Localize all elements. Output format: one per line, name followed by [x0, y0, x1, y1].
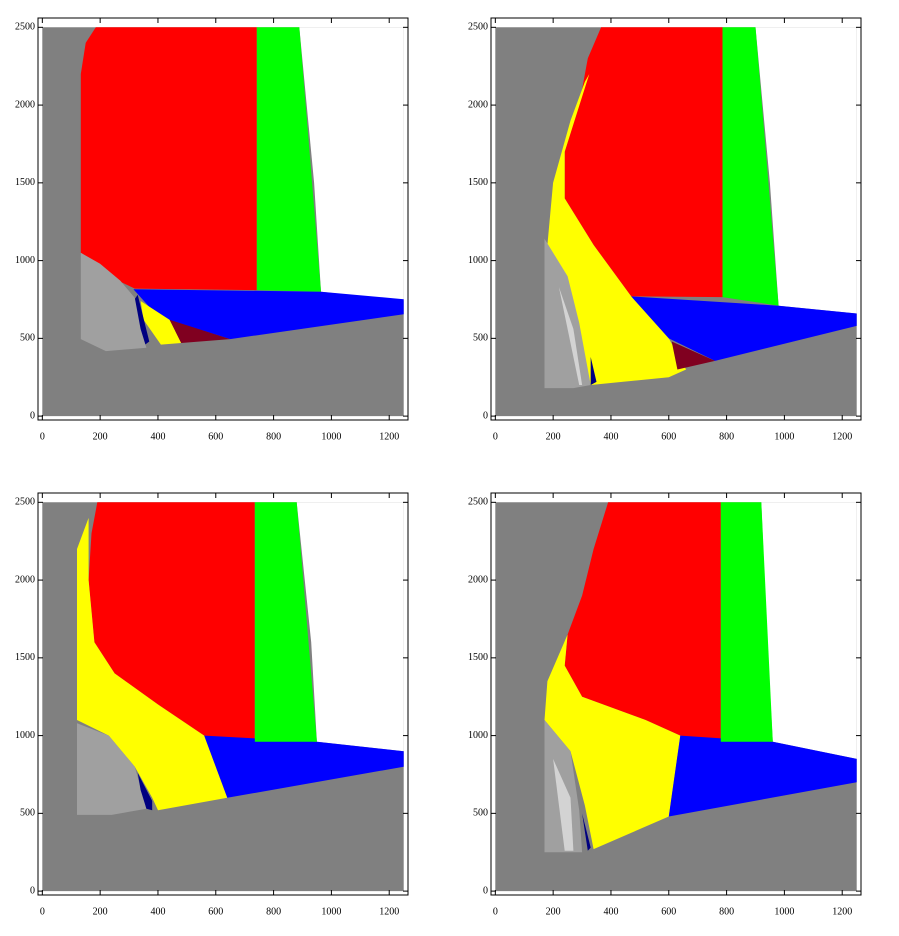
y-tick-label: 2500: [15, 497, 35, 508]
x-tick-label: 1000: [774, 431, 794, 442]
y-tick-label: 0: [483, 885, 488, 896]
y-tick-label: 2000: [15, 99, 35, 110]
x-tick-label: 1200: [832, 431, 852, 442]
region: [755, 27, 857, 314]
x-tick-label: 1000: [774, 906, 794, 917]
y-tick-label: 500: [473, 333, 488, 344]
y-tick-label: 1000: [15, 730, 35, 741]
region: [256, 27, 321, 292]
y-tick-label: 1000: [468, 255, 488, 266]
x-tick-label: 1200: [379, 431, 399, 442]
region: [761, 502, 857, 759]
region: [720, 502, 773, 742]
region: [558, 287, 583, 385]
y-tick-label: 1000: [15, 255, 35, 266]
y-tick-label: 500: [20, 333, 35, 344]
x-tick-label: 0: [40, 906, 45, 917]
y-tick-label: 2500: [468, 497, 488, 508]
x-tick-label: 1000: [321, 906, 341, 917]
region: [299, 27, 404, 302]
y-tick-label: 1500: [468, 652, 488, 663]
region: [254, 502, 317, 742]
x-tick-label: 1200: [832, 906, 852, 917]
region: [553, 758, 574, 851]
region: [668, 735, 857, 817]
region: [544, 634, 681, 850]
region: [631, 296, 857, 361]
x-tick-label: 600: [208, 906, 223, 917]
x-tick-label: 800: [719, 906, 734, 917]
region: [77, 723, 147, 815]
y-tick-label: 1500: [468, 177, 488, 188]
region: [137, 772, 153, 811]
x-tick-label: 400: [150, 431, 165, 442]
plot-frame: [490, 492, 862, 896]
y-tick-label: 2500: [468, 22, 488, 33]
region: [582, 813, 591, 851]
x-tick-label: 400: [150, 906, 165, 917]
plot-frame: [490, 17, 862, 421]
x-tick-label: 800: [266, 906, 281, 917]
x-tick-label: 0: [40, 431, 45, 442]
x-tick-label: 600: [661, 431, 676, 442]
x-tick-label: 200: [546, 906, 561, 917]
y-tick-label: 2000: [15, 574, 35, 585]
y-tick-label: 0: [30, 885, 35, 896]
plot-frame: [37, 492, 409, 896]
x-tick-label: 800: [266, 431, 281, 442]
x-tick-label: 200: [93, 906, 108, 917]
region: [590, 357, 597, 385]
y-tick-label: 2500: [15, 22, 35, 33]
x-tick-label: 800: [719, 431, 734, 442]
x-tick-label: 200: [546, 431, 561, 442]
region: [671, 341, 715, 370]
y-tick-label: 2000: [468, 574, 488, 585]
y-tick-label: 0: [483, 410, 488, 421]
x-tick-label: 600: [661, 906, 676, 917]
y-tick-label: 500: [20, 808, 35, 819]
y-tick-label: 0: [30, 410, 35, 421]
region: [722, 27, 779, 306]
region: [77, 517, 228, 811]
region: [204, 735, 404, 798]
x-tick-label: 400: [603, 906, 618, 917]
region: [296, 502, 404, 752]
x-tick-label: 200: [93, 431, 108, 442]
region: [80, 252, 147, 352]
x-tick-label: 0: [493, 906, 498, 917]
x-tick-label: 1200: [379, 906, 399, 917]
y-tick-label: 1500: [15, 652, 35, 663]
x-tick-label: 400: [603, 431, 618, 442]
y-tick-label: 500: [473, 808, 488, 819]
region: [140, 301, 182, 345]
region: [547, 74, 687, 385]
region: [80, 27, 257, 291]
region: [564, 27, 723, 298]
y-tick-label: 1500: [15, 177, 35, 188]
y-tick-label: 1000: [468, 730, 488, 741]
plot-frame: [37, 17, 409, 421]
x-tick-label: 0: [493, 431, 498, 442]
region: [88, 502, 255, 742]
x-tick-label: 1000: [321, 431, 341, 442]
region: [564, 502, 721, 742]
region: [169, 319, 231, 343]
y-tick-label: 2000: [468, 99, 488, 110]
region: [133, 289, 404, 340]
x-tick-label: 600: [208, 431, 223, 442]
